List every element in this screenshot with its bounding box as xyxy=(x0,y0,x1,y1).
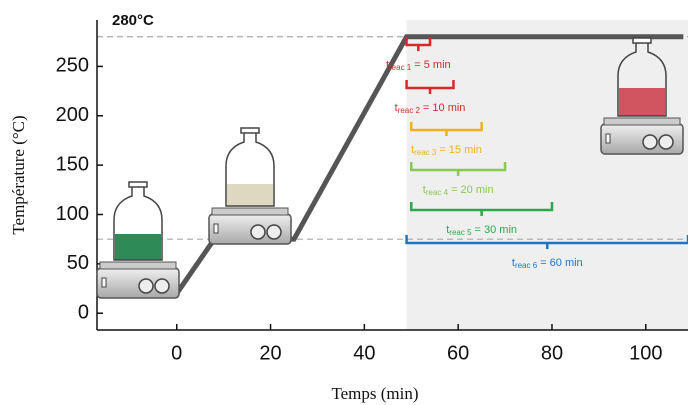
indicator xyxy=(101,277,107,288)
y-tick-label: 0 xyxy=(78,301,89,323)
x-tick-label: 80 xyxy=(541,342,563,364)
cap xyxy=(128,181,148,188)
cap xyxy=(632,37,652,44)
flask-on-hotplate xyxy=(600,37,684,155)
reaction-label: treac 3 = 15 min xyxy=(411,144,482,157)
y-tick-label: 150 xyxy=(56,153,89,175)
x-tick-label: 60 xyxy=(447,342,469,364)
reaction-symbol: t xyxy=(411,144,414,156)
knob xyxy=(658,134,674,150)
reaction-bracket xyxy=(405,235,688,249)
shaded-region xyxy=(406,20,688,330)
indicator xyxy=(605,133,611,144)
reaction-symbol: t xyxy=(512,257,515,269)
x-tick-label: 0 xyxy=(171,342,182,364)
reaction-label: treac 4 = 20 min xyxy=(423,184,494,197)
reaction-duration: = 5 min xyxy=(414,59,450,71)
reaction-bracket xyxy=(405,37,432,51)
liquid xyxy=(227,184,273,206)
reaction-symbol: t xyxy=(423,184,426,196)
reaction-symbol: t xyxy=(386,59,389,71)
reaction-bracket xyxy=(410,202,554,216)
reaction-subscript: reac 5 xyxy=(449,228,472,237)
reference-label: 280°C xyxy=(112,12,154,29)
reaction-label: treac 1 = 5 min xyxy=(386,59,451,72)
reaction-bracket xyxy=(410,162,507,176)
flask-on-hotplate xyxy=(208,127,292,245)
knob xyxy=(642,134,658,150)
hotplate-top xyxy=(211,207,289,216)
reaction-duration: = 10 min xyxy=(423,102,466,114)
knob xyxy=(154,278,170,294)
liquid xyxy=(619,88,665,116)
y-axis-label: Température (°C) xyxy=(9,115,28,234)
y-tick-label: 50 xyxy=(67,252,89,274)
reaction-symbol: t xyxy=(446,224,449,236)
reaction-duration: = 20 min xyxy=(451,184,494,196)
reaction-symbol: t xyxy=(395,102,398,114)
reaction-duration: = 30 min xyxy=(475,224,518,236)
y-tick-label: 200 xyxy=(56,104,89,126)
reaction-subscript: reac 4 xyxy=(426,188,449,197)
flask-on-hotplate xyxy=(96,181,180,299)
reaction-label: treac 2 = 10 min xyxy=(395,102,466,115)
y-tick-label: 250 xyxy=(56,55,89,77)
knob xyxy=(138,278,154,294)
x-tick-label: 100 xyxy=(629,342,662,364)
knob xyxy=(266,224,282,240)
flask xyxy=(113,185,163,261)
reaction-bracket xyxy=(405,80,455,94)
cap xyxy=(240,127,260,134)
reaction-subscript: reac 2 xyxy=(398,106,421,115)
y-tick-label: 100 xyxy=(56,203,89,225)
x-axis-label: Temps (min) xyxy=(331,384,418,403)
hotplate-top xyxy=(99,261,177,270)
reaction-duration: = 15 min xyxy=(439,144,482,156)
liquid xyxy=(115,234,161,260)
flask xyxy=(225,131,275,207)
reaction-bracket xyxy=(410,122,483,136)
flask xyxy=(617,41,667,117)
reaction-label: treac 5 = 30 min xyxy=(446,224,517,237)
x-tick-label: 40 xyxy=(353,342,375,364)
reaction-subscript: reac 1 xyxy=(389,63,412,72)
indicator xyxy=(213,223,219,234)
hotplate-top xyxy=(603,117,681,126)
x-tick-label: 20 xyxy=(259,342,281,364)
reaction-subscript: reac 3 xyxy=(414,148,437,157)
reaction-subscript: reac 6 xyxy=(515,261,538,270)
reaction-label: treac 6 = 60 min xyxy=(512,257,583,270)
reaction-duration: = 60 min xyxy=(540,257,583,269)
knob xyxy=(250,224,266,240)
